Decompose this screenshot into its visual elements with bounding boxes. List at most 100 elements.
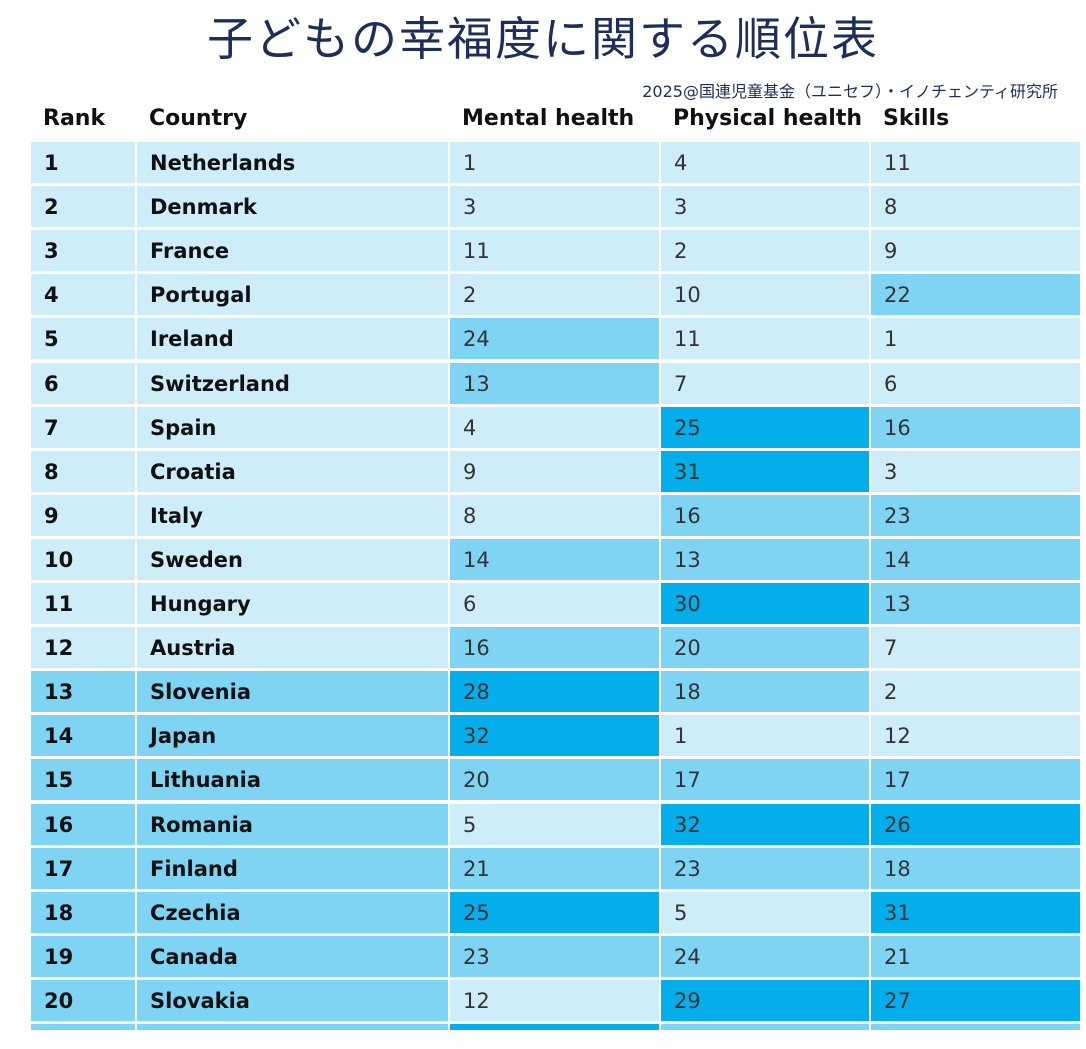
physical-health-cell: 18 — [661, 671, 869, 712]
table-row: 10 Sweden 14 13 14 — [0, 539, 1086, 583]
mental-health-cell: 21 — [450, 848, 659, 889]
mental-health-cell: 28 — [450, 671, 659, 712]
country-cell: Romania — [137, 804, 448, 845]
row-edge-segment — [450, 1024, 659, 1030]
rank-cell: 17 — [31, 848, 135, 889]
mental-health-cell: 4 — [450, 407, 659, 448]
table-row: 18 Czechia 25 5 31 — [0, 892, 1086, 936]
skills-cell: 9 — [871, 230, 1080, 271]
country-cell: Portugal — [137, 274, 448, 315]
mental-health-cell: 11 — [450, 230, 659, 271]
mental-health-cell: 25 — [450, 892, 659, 933]
mental-health-cell: 9 — [450, 451, 659, 492]
country-cell: Canada — [137, 936, 448, 977]
mental-health-cell: 5 — [450, 804, 659, 845]
table-row: 12 Austria 16 20 7 — [0, 627, 1086, 671]
country-cell: Denmark — [137, 186, 448, 227]
header-physical-health: Physical health — [673, 106, 862, 131]
physical-health-cell: 4 — [661, 142, 869, 183]
rank-cell: 15 — [31, 759, 135, 800]
table-row: 7 Spain 4 25 16 — [0, 407, 1086, 451]
row-edge-segment — [661, 1024, 869, 1030]
physical-health-cell: 11 — [661, 318, 869, 359]
skills-cell: 8 — [871, 186, 1080, 227]
country-cell: Lithuania — [137, 759, 448, 800]
physical-health-cell: 29 — [661, 980, 869, 1021]
skills-cell: 3 — [871, 451, 1080, 492]
rank-cell: 3 — [31, 230, 135, 271]
physical-health-cell: 32 — [661, 804, 869, 845]
skills-cell: 6 — [871, 363, 1080, 404]
rank-cell: 18 — [31, 892, 135, 933]
table-row: 14 Japan 32 1 12 — [0, 715, 1086, 759]
rank-cell: 16 — [31, 804, 135, 845]
skills-cell: 11 — [871, 142, 1080, 183]
rank-cell: 14 — [31, 715, 135, 756]
skills-cell: 17 — [871, 759, 1080, 800]
rank-cell: 13 — [31, 671, 135, 712]
country-cell: Italy — [137, 495, 448, 536]
rank-cell: 20 — [31, 980, 135, 1021]
skills-cell: 21 — [871, 936, 1080, 977]
table-row: 8 Croatia 9 31 3 — [0, 451, 1086, 495]
country-cell: Ireland — [137, 318, 448, 359]
credit-note: 2025@国連児童基金（ユニセフ）・イノチェンティ研究所 — [642, 82, 1058, 101]
skills-cell: 16 — [871, 407, 1080, 448]
physical-health-cell: 23 — [661, 848, 869, 889]
skills-cell: 1 — [871, 318, 1080, 359]
country-cell: Croatia — [137, 451, 448, 492]
header-rank: Rank — [43, 106, 106, 131]
mental-health-cell: 2 — [450, 274, 659, 315]
physical-health-cell: 20 — [661, 627, 869, 668]
country-cell: Finland — [137, 848, 448, 889]
table-row: 16 Romania 5 32 26 — [0, 804, 1086, 848]
country-cell: France — [137, 230, 448, 271]
mental-health-cell: 23 — [450, 936, 659, 977]
rank-cell: 10 — [31, 539, 135, 580]
physical-health-cell: 2 — [661, 230, 869, 271]
country-cell: Slovakia — [137, 980, 448, 1021]
country-cell: Japan — [137, 715, 448, 756]
mental-health-cell: 8 — [450, 495, 659, 536]
row-edge-segment — [871, 1024, 1080, 1030]
country-cell: Switzerland — [137, 363, 448, 404]
mental-health-cell: 6 — [450, 583, 659, 624]
physical-health-cell: 3 — [661, 186, 869, 227]
mental-health-cell: 24 — [450, 318, 659, 359]
physical-health-cell: 24 — [661, 936, 869, 977]
skills-cell: 7 — [871, 627, 1080, 668]
skills-cell: 22 — [871, 274, 1080, 315]
country-cell: Hungary — [137, 583, 448, 624]
table-row: 11 Hungary 6 30 13 — [0, 583, 1086, 627]
rank-cell: 4 — [31, 274, 135, 315]
table-row: 19 Canada 23 24 21 — [0, 936, 1086, 980]
mental-health-cell: 16 — [450, 627, 659, 668]
physical-health-cell: 5 — [661, 892, 869, 933]
skills-cell: 23 — [871, 495, 1080, 536]
rank-cell: 11 — [31, 583, 135, 624]
rank-cell: 12 — [31, 627, 135, 668]
table-row: 2 Denmark 3 3 8 — [0, 186, 1086, 230]
table-row: 20 Slovakia 12 29 27 — [0, 980, 1086, 1024]
rank-cell: 6 — [31, 363, 135, 404]
country-cell: Slovenia — [137, 671, 448, 712]
row-edge-segment — [137, 1024, 448, 1030]
physical-health-cell: 31 — [661, 451, 869, 492]
table-row: 17 Finland 21 23 18 — [0, 848, 1086, 892]
rank-cell: 5 — [31, 318, 135, 359]
physical-health-cell: 1 — [661, 715, 869, 756]
table-row: 15 Lithuania 20 17 17 — [0, 759, 1086, 803]
country-cell: Spain — [137, 407, 448, 448]
mental-health-cell: 1 — [450, 142, 659, 183]
skills-cell: 31 — [871, 892, 1080, 933]
skills-cell: 2 — [871, 671, 1080, 712]
country-cell: Austria — [137, 627, 448, 668]
header-country: Country — [149, 106, 248, 131]
table-row: 5 Ireland 24 11 1 — [0, 318, 1086, 362]
physical-health-cell: 10 — [661, 274, 869, 315]
mental-health-cell: 32 — [450, 715, 659, 756]
skills-cell: 27 — [871, 980, 1080, 1021]
skills-cell: 18 — [871, 848, 1080, 889]
physical-health-cell: 17 — [661, 759, 869, 800]
next-row-edge — [0, 1024, 1086, 1030]
